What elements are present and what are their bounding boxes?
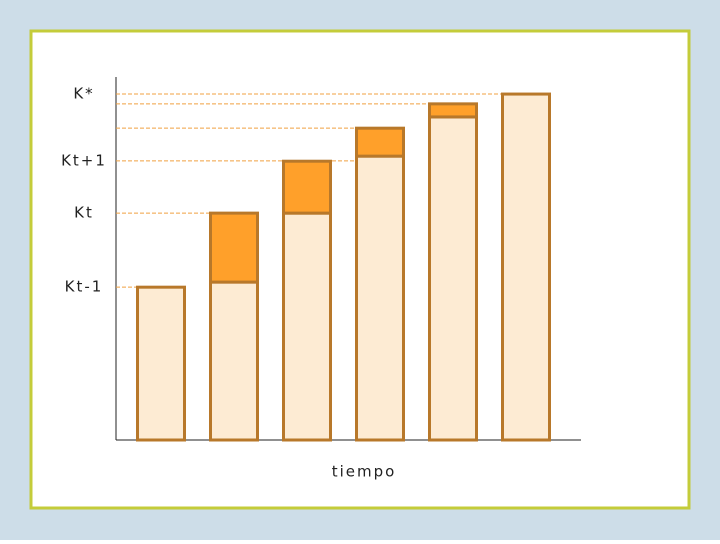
bar-segment bbox=[355, 154, 405, 442]
bar-segment bbox=[355, 126, 405, 158]
bar-segment bbox=[282, 211, 332, 442]
bar-segment bbox=[136, 285, 186, 442]
bar-segment bbox=[428, 102, 478, 119]
x-axis-label: tiempo bbox=[332, 463, 397, 481]
bar-segment bbox=[428, 115, 478, 442]
bar-segment bbox=[282, 159, 332, 215]
y-tick-label: K* bbox=[73, 85, 94, 103]
y-tick-label: Kt bbox=[74, 204, 94, 222]
bar-segment bbox=[209, 280, 259, 442]
y-tick-label: Kt+1 bbox=[61, 151, 107, 169]
y-tick-label: Kt-1 bbox=[65, 278, 104, 296]
bar-segment bbox=[501, 92, 551, 442]
bar-segment bbox=[209, 211, 259, 284]
